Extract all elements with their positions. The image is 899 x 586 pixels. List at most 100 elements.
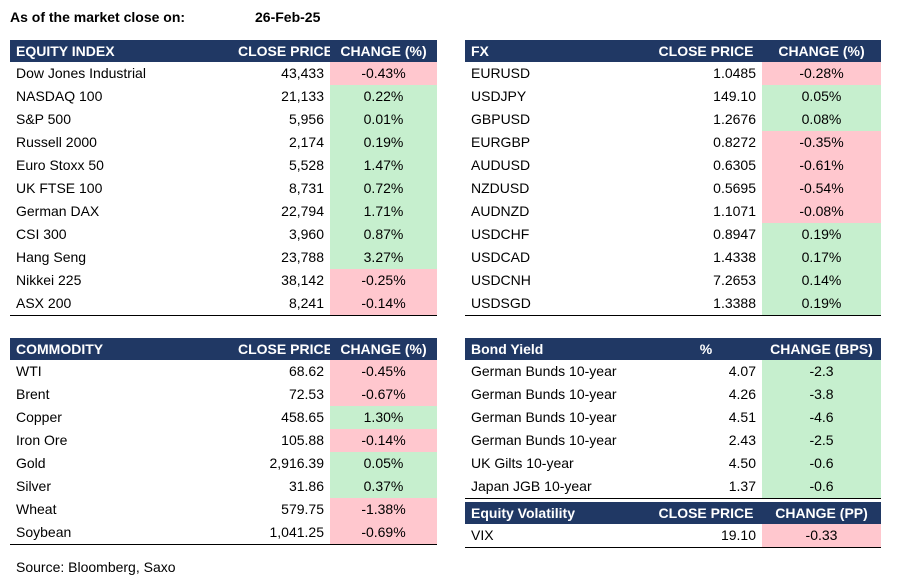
- change-cell: 1.47%: [330, 154, 437, 177]
- row-label: Nikkei 225: [16, 272, 82, 288]
- change-cell: -0.35%: [762, 131, 881, 154]
- value-cell: 579.75: [281, 501, 324, 517]
- value-cell: 7.2653: [713, 272, 756, 288]
- table-row: USDCNH 7.2653 0.14%: [465, 269, 881, 292]
- change-cell: -0.33: [762, 524, 881, 547]
- table-row: German Bunds 10-year 2.43 -2.5: [465, 429, 881, 452]
- change-cell: -0.45%: [330, 360, 437, 383]
- value-cell: 0.6305: [713, 157, 756, 173]
- table-row: Silver 31.86 0.37%: [10, 475, 437, 498]
- value-cell: 105.88: [281, 432, 324, 448]
- value-cell: 2.43: [728, 432, 756, 448]
- row-label: UK FTSE 100: [16, 180, 103, 196]
- row-label: Russell 2000: [16, 134, 97, 150]
- data-table: COMMODITY CLOSE PRICE CHANGE (%) WTI 68.62 -0…: [10, 338, 437, 545]
- value-cell: 1.4338: [713, 249, 756, 265]
- table-row: Brent 72.53 -0.67%: [10, 383, 437, 406]
- value-cell: 38,142: [281, 272, 324, 288]
- change-cell: -0.67%: [330, 383, 437, 406]
- change-cell: 1.71%: [330, 200, 437, 223]
- change-cell: -0.54%: [762, 177, 881, 200]
- row-label: UK Gilts 10-year: [471, 455, 574, 471]
- column-header: CLOSE PRICE: [232, 40, 330, 62]
- table-row: AUDNZD 1.1071 -0.08%: [465, 200, 881, 223]
- table-row: GBPUSD 1.2676 0.08%: [465, 108, 881, 131]
- value-cell: 2,916.39: [269, 455, 325, 471]
- header-row: COMMODITY CLOSE PRICE CHANGE (%): [10, 338, 437, 360]
- table-row: NZDUSD 0.5695 -0.54%: [465, 177, 881, 200]
- table-row: USDJPY 149.10 0.05%: [465, 85, 881, 108]
- row-label: German Bunds 10-year: [471, 386, 617, 402]
- change-cell: 3.27%: [330, 246, 437, 269]
- value-cell: 3,960: [288, 226, 324, 242]
- row-label: Wheat: [16, 501, 57, 517]
- change-cell: -0.14%: [330, 429, 437, 452]
- row-label: USDJPY: [471, 88, 527, 104]
- source-note: Source: Bloomberg, Saxo: [16, 559, 176, 575]
- value-cell: 5,528: [288, 157, 324, 173]
- table-row: UK Gilts 10-year 4.50 -0.6: [465, 452, 881, 475]
- value-cell: 68.62: [288, 363, 324, 379]
- row-label: Iron Ore: [16, 432, 68, 448]
- change-cell: -0.69%: [330, 521, 437, 544]
- change-cell: -2.3: [762, 360, 881, 383]
- column-header: CHANGE (%): [762, 40, 881, 62]
- change-cell: -0.25%: [330, 269, 437, 292]
- table-row: Soybean 1,041.25 -0.69%: [10, 521, 437, 544]
- table-row: Iron Ore 105.88 -0.14%: [10, 429, 437, 452]
- change-cell: 0.01%: [330, 108, 437, 131]
- table-row: Japan JGB 10-year 1.37 -0.6: [465, 475, 881, 498]
- change-cell: 0.08%: [762, 108, 881, 131]
- row-label: German Bunds 10-year: [471, 432, 617, 448]
- value-cell: 4.26: [728, 386, 756, 402]
- row-label: ASX 200: [16, 295, 72, 311]
- value-cell: 4.51: [728, 409, 756, 425]
- column-header: %: [650, 338, 762, 360]
- column-header: CHANGE (%): [330, 40, 437, 62]
- table-row: EURUSD 1.0485 -0.28%: [465, 62, 881, 85]
- value-cell: 0.5695: [713, 180, 756, 196]
- as-of-date: 26-Feb-25: [255, 9, 321, 25]
- table-row: Russell 2000 2,174 0.19%: [10, 131, 437, 154]
- value-cell: 0.8272: [713, 134, 756, 150]
- table-row: Gold 2,916.39 0.05%: [10, 452, 437, 475]
- change-cell: -0.28%: [762, 62, 881, 85]
- table-row: German Bunds 10-year 4.51 -4.6: [465, 406, 881, 429]
- value-cell: 2,174: [288, 134, 324, 150]
- row-label: NASDAQ 100: [16, 88, 103, 104]
- row-label: EURGBP: [471, 134, 531, 150]
- row-label: German Bunds 10-year: [471, 363, 617, 379]
- row-label: NZDUSD: [471, 180, 530, 196]
- table-row: S&P 500 5,956 0.01%: [10, 108, 437, 131]
- table-row: Dow Jones Industrial 43,433 -0.43%: [10, 62, 437, 85]
- change-cell: -0.43%: [330, 62, 437, 85]
- value-cell: 458.65: [281, 409, 324, 425]
- value-cell: 43,433: [281, 65, 324, 81]
- value-cell: 1.2676: [713, 111, 756, 127]
- change-cell: -0.6: [762, 475, 881, 498]
- change-cell: -0.6: [762, 452, 881, 475]
- value-cell: 8,731: [288, 180, 324, 196]
- table-row: USDCAD 1.4338 0.17%: [465, 246, 881, 269]
- value-cell: 1,041.25: [269, 524, 325, 540]
- value-cell: 72.53: [288, 386, 324, 402]
- row-label: VIX: [471, 527, 494, 543]
- row-label: Silver: [16, 478, 52, 494]
- row-label: Japan JGB 10-year: [471, 478, 592, 494]
- row-label: USDCAD: [471, 249, 531, 265]
- table-row: CSI 300 3,960 0.87%: [10, 223, 437, 246]
- value-cell: 1.37: [728, 478, 756, 494]
- row-label: GBPUSD: [471, 111, 531, 127]
- change-cell: 0.19%: [330, 131, 437, 154]
- row-label: German Bunds 10-year: [471, 409, 617, 425]
- row-label: German DAX: [16, 203, 100, 219]
- row-label: Brent: [16, 386, 50, 402]
- row-label: EURUSD: [471, 65, 531, 81]
- value-cell: 22,794: [281, 203, 324, 219]
- change-cell: 0.17%: [762, 246, 881, 269]
- column-header: CHANGE (BPS): [762, 338, 881, 360]
- change-cell: 1.30%: [330, 406, 437, 429]
- column-header: EQUITY INDEX: [10, 40, 232, 62]
- row-label: Hang Seng: [16, 249, 87, 265]
- value-cell: 8,241: [288, 295, 324, 311]
